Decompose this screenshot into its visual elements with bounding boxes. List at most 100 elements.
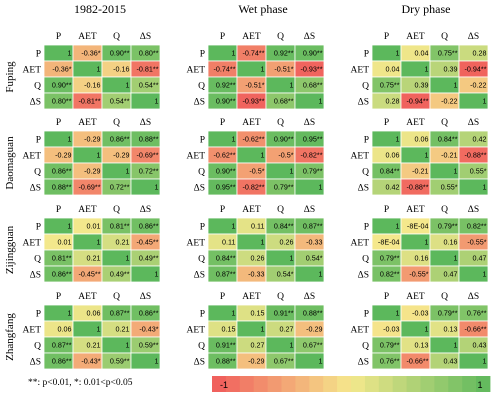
column-header: AET bbox=[406, 292, 425, 302]
row-header: ΔS bbox=[30, 183, 41, 193]
cell-label: 1 bbox=[155, 357, 159, 366]
column-header: P bbox=[220, 32, 225, 42]
row-header: AET bbox=[187, 325, 206, 335]
column-header: AET bbox=[406, 205, 425, 215]
colorbar-segment bbox=[295, 376, 310, 392]
cell-label: 0.06 bbox=[415, 135, 429, 144]
cell-label: 0.88** bbox=[216, 357, 236, 366]
row-header: Q bbox=[198, 254, 205, 264]
colorbar-min-label: -1 bbox=[220, 380, 228, 390]
colorbar-segment bbox=[448, 376, 463, 392]
period-titles: 1982-2015 Wet phase Dry phase bbox=[74, 2, 450, 16]
colorbar-segment bbox=[212, 376, 227, 392]
row-header: ΔS bbox=[358, 97, 369, 107]
cell-label: -0.55* bbox=[467, 238, 486, 247]
cell-label: 0.54** bbox=[139, 81, 159, 90]
cell-label: 1 bbox=[483, 357, 487, 366]
cell-label: 0.54** bbox=[110, 97, 130, 106]
column-header: P bbox=[56, 292, 61, 302]
cell-label: 0.81** bbox=[52, 254, 72, 263]
cell-label: 1 bbox=[232, 222, 236, 231]
row-header: P bbox=[36, 222, 41, 232]
cell-label: -0.33 bbox=[248, 270, 264, 279]
column-header: P bbox=[384, 292, 389, 302]
period-title: Wet phase bbox=[238, 2, 287, 16]
cell-label: -0.36* bbox=[52, 65, 71, 74]
colorbar-segment bbox=[309, 376, 324, 392]
cell-label: 1 bbox=[290, 341, 294, 350]
row-header: AET bbox=[351, 151, 370, 161]
cell-label: 0.79** bbox=[380, 341, 400, 350]
cell-label: 1 bbox=[319, 183, 323, 192]
cell-label: 0.84** bbox=[216, 254, 236, 263]
cell-label: 1 bbox=[68, 222, 72, 231]
cell-label: -0.16 bbox=[84, 81, 100, 90]
cell-label: 0.15 bbox=[222, 325, 236, 334]
cell-label: -0.16 bbox=[113, 65, 129, 74]
cell-label: 1 bbox=[97, 65, 101, 74]
cell-label: 0.11 bbox=[222, 238, 235, 247]
cell-label: 0.79** bbox=[303, 167, 323, 176]
cell-label: -0.88** bbox=[465, 151, 487, 160]
row-header: AET bbox=[23, 238, 42, 248]
cell-label: 1 bbox=[396, 222, 400, 231]
cell-label: 1 bbox=[232, 135, 236, 144]
cell-label: 0.75** bbox=[438, 49, 458, 58]
cell-label: 1 bbox=[483, 270, 487, 279]
cell-label: 0.79** bbox=[438, 309, 458, 318]
cell-label: 1 bbox=[454, 254, 458, 263]
cell-label: 0.90** bbox=[110, 49, 130, 58]
cell-label: -0.29 bbox=[113, 151, 129, 160]
heatmap-cell bbox=[294, 178, 325, 196]
cell-label: 0.55* bbox=[441, 183, 458, 192]
cell-label: 1 bbox=[454, 341, 458, 350]
colorbar-segment bbox=[253, 376, 268, 392]
column-header: P bbox=[220, 205, 225, 215]
cell-label: 0.68** bbox=[274, 97, 294, 106]
cell-label: 0.01 bbox=[58, 238, 72, 247]
cell-label: -0.93** bbox=[243, 97, 265, 106]
period-title: 1982-2015 bbox=[74, 2, 126, 16]
heatmap-panel: P AET Q ΔS P AET Q ΔS 1 -0.29 0.86** 0.88** -0.29 1 -0… bbox=[23, 118, 161, 196]
cell-label: 0.49** bbox=[139, 254, 159, 263]
cell-label: 0.28 bbox=[386, 97, 400, 106]
cell-label: 0.72** bbox=[110, 183, 130, 192]
cell-label: -8E-04 bbox=[407, 222, 429, 231]
row-header: AET bbox=[187, 151, 206, 161]
cell-label: -0.55* bbox=[409, 270, 428, 279]
cell-label: 1 bbox=[126, 254, 130, 263]
row-header: ΔS bbox=[358, 183, 369, 193]
cell-label: 0.21 bbox=[116, 238, 130, 247]
heatmap-cell bbox=[458, 352, 489, 370]
cell-label: 0.47 bbox=[473, 254, 487, 263]
cell-label: 1 bbox=[396, 309, 400, 318]
column-header: P bbox=[56, 118, 61, 128]
cell-label: -0.74** bbox=[214, 65, 236, 74]
cell-label: 0.55* bbox=[470, 167, 487, 176]
cell-label: 0.21 bbox=[87, 341, 101, 350]
colorbar-segment bbox=[392, 376, 407, 392]
colorbar: -1 1 bbox=[212, 376, 491, 392]
row-header: P bbox=[364, 49, 369, 59]
cell-label: 1 bbox=[290, 81, 294, 90]
column-header: Q bbox=[113, 205, 120, 215]
cell-label: 1 bbox=[261, 238, 265, 247]
row-header: AET bbox=[23, 325, 42, 335]
cell-label: 0.15 bbox=[251, 309, 265, 318]
column-header: AET bbox=[406, 118, 425, 128]
cell-label: -0.81** bbox=[137, 65, 159, 74]
column-header: Q bbox=[113, 32, 120, 42]
row-header: ΔS bbox=[194, 270, 205, 280]
cell-label: 0.27 bbox=[251, 341, 265, 350]
cell-label: 1 bbox=[261, 65, 265, 74]
colorbar-segment bbox=[351, 376, 366, 392]
cell-label: -0.21 bbox=[412, 167, 428, 176]
column-header: P bbox=[384, 205, 389, 215]
cell-label: -0.22 bbox=[470, 81, 486, 90]
column-header: Q bbox=[277, 292, 284, 302]
cell-label: -0.74** bbox=[243, 49, 265, 58]
column-header: ΔS bbox=[468, 32, 479, 42]
row-header: AET bbox=[187, 238, 206, 248]
cell-label: -0.5* bbox=[249, 167, 264, 176]
cell-label: 0.54* bbox=[277, 270, 294, 279]
